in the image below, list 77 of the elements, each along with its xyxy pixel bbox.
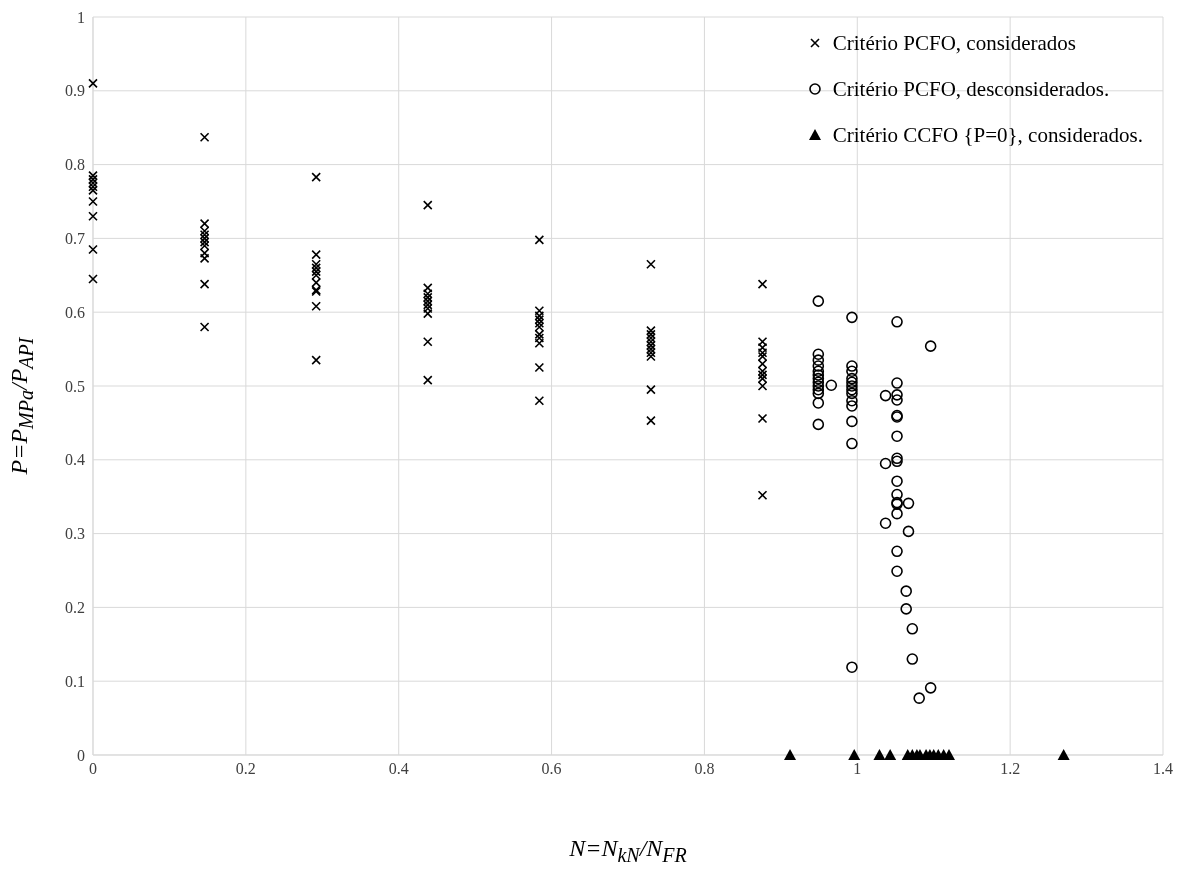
- point: [812, 380, 825, 392]
- y-tick-label: 0.1: [65, 672, 85, 690]
- point: [884, 749, 897, 760]
- point: [846, 376, 858, 389]
- point: [873, 749, 886, 760]
- point: [812, 383, 825, 396]
- x-tick-label: 1.4: [1153, 760, 1173, 778]
- y-tick-label: 0.3: [65, 525, 85, 543]
- point: [879, 389, 892, 402]
- point: [879, 457, 892, 470]
- x-axis-title: N=N$_{kN}$/N$_{FR}$: [568, 835, 688, 867]
- point: [812, 365, 825, 378]
- point: [848, 749, 861, 760]
- point: [846, 415, 858, 428]
- y-tick-label: 0.8: [65, 156, 85, 174]
- point: [812, 372, 825, 385]
- point: [846, 380, 858, 392]
- point: [812, 295, 825, 307]
- legend-label: Critério PCFO, desconsiderados.: [832, 76, 1110, 103]
- point: [846, 365, 858, 378]
- point: [891, 565, 903, 578]
- point: [812, 418, 825, 431]
- x-tick-label: 0: [89, 760, 97, 778]
- point: [846, 360, 858, 372]
- y-tick-label: 0.5: [65, 377, 85, 395]
- point: [812, 354, 825, 366]
- point: [846, 437, 858, 450]
- point: [891, 315, 903, 328]
- legend-label: Critério PCFO, considerados: [832, 30, 1076, 57]
- point: [900, 603, 912, 615]
- point: [891, 430, 903, 442]
- point: [812, 376, 825, 389]
- point: [924, 682, 937, 694]
- point: [812, 387, 825, 400]
- point: [825, 379, 838, 392]
- point: [879, 517, 892, 530]
- point: [891, 545, 903, 558]
- y-tick-label: 1: [77, 8, 85, 26]
- x-tick-label: 0.4: [388, 760, 409, 778]
- point: [900, 585, 912, 597]
- y-tick-label: 0.9: [65, 82, 85, 100]
- legend-label: Critério CCFO {P=0}, considerados.: [832, 122, 1143, 149]
- point: [846, 387, 858, 400]
- x-tick-label: 0.2: [235, 760, 256, 778]
- x-tick-label: 1.2: [1000, 760, 1021, 778]
- y-tick-label: 0.6: [65, 303, 85, 321]
- point: [891, 394, 903, 406]
- y-tick-label: 0.4: [65, 451, 85, 469]
- point: [902, 497, 915, 510]
- point: [891, 507, 903, 520]
- point: [891, 488, 903, 501]
- point: [891, 389, 903, 401]
- point: [812, 360, 825, 372]
- x-tick-label: 0.6: [541, 760, 562, 778]
- point: [846, 394, 858, 407]
- y-tick-label: 0: [77, 746, 85, 764]
- point: [906, 653, 919, 665]
- point: [846, 661, 858, 673]
- point: [1057, 749, 1070, 760]
- point: [846, 311, 858, 324]
- point: [846, 400, 858, 412]
- y-tick-label: 0.2: [65, 599, 85, 617]
- point: [812, 397, 825, 409]
- point: [846, 372, 858, 385]
- x-tick-label: 1: [853, 760, 862, 778]
- point: [846, 383, 858, 396]
- point: [891, 377, 903, 389]
- point: [784, 749, 797, 760]
- x-tick-label: 0.8: [694, 760, 715, 778]
- point: [902, 525, 915, 538]
- point: [913, 692, 925, 704]
- point: [924, 340, 937, 352]
- point: [891, 475, 903, 487]
- point: [906, 623, 919, 635]
- point: [812, 369, 825, 381]
- point: [812, 348, 825, 361]
- y-tick-label: 0.7: [65, 230, 85, 248]
